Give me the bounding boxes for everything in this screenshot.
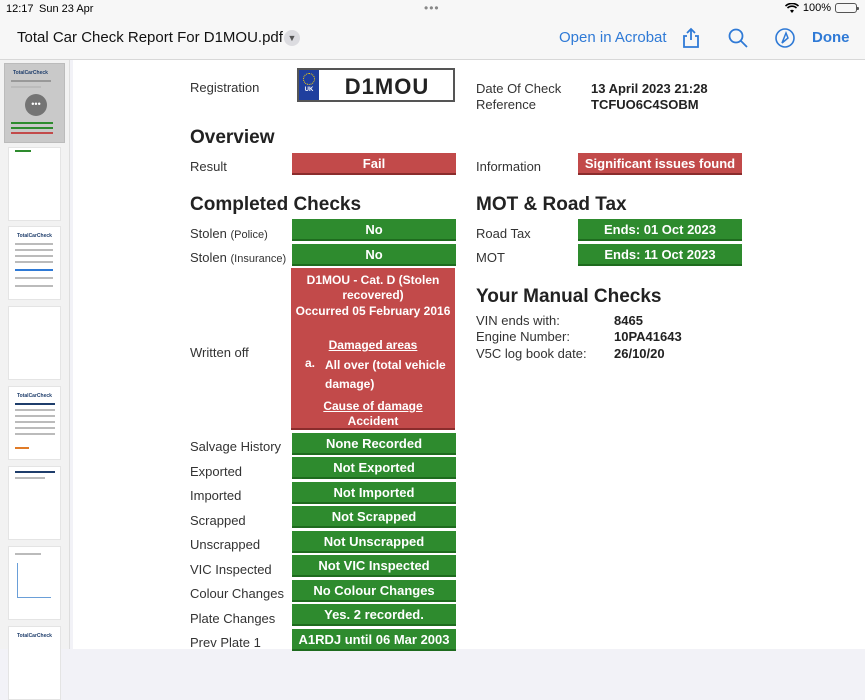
thumbnail-logo: TotalCarCheck	[17, 633, 52, 639]
check-label: Unscrapped	[190, 537, 261, 552]
stolen-insurance-badge: No	[292, 244, 456, 266]
information-badge: Significant issues found	[578, 153, 742, 175]
check-label: VIC Inspected	[190, 562, 272, 577]
check-label: Prev Plate 1	[190, 635, 261, 650]
eu-flag-icon: UK	[299, 70, 319, 100]
status-right: 100%	[784, 2, 859, 14]
result-label: Result	[190, 159, 227, 174]
check-badge: Not Scrapped	[292, 506, 456, 528]
plate-registration: D1MOU	[344, 74, 430, 99]
share-icon[interactable]	[680, 27, 702, 49]
result-badge: Fail	[292, 153, 456, 175]
check-badge: No Colour Changes	[292, 580, 456, 602]
stolen-police-badge: No	[292, 219, 456, 241]
written-off-panel: D1MOU - Cat. D (Stolen recovered) Occurr…	[291, 268, 455, 430]
page-thumbnail-8[interactable]: TotalCarCheck	[8, 626, 61, 700]
damaged-area-marker: a.	[305, 356, 316, 370]
written-off-label: Written off	[190, 345, 249, 360]
thumbnail-logo: TotalCarCheck	[17, 393, 52, 399]
page-thumbnail-6[interactable]	[8, 466, 61, 540]
damaged-area-item: All over (total vehicle damage)	[325, 358, 446, 391]
information-label: Information	[476, 159, 542, 174]
vin-value: 8465	[614, 313, 643, 328]
multitasking-dots[interactable]: •••	[424, 1, 440, 15]
page-thumbnail-4[interactable]	[8, 306, 61, 380]
page-thumbnail-1[interactable]: TotalCarCheck •••	[4, 63, 65, 143]
status-bar: 12:17 Sun 23 Apr ••• 100%	[0, 0, 865, 18]
write-off-category: D1MOU - Cat. D (Stolen recovered)	[306, 273, 440, 302]
document-title[interactable]: Total Car Check Report For D1MOU.pdf	[17, 29, 283, 46]
check-badge: Not Exported	[292, 457, 456, 479]
manual-checks-heading: Your Manual Checks	[476, 286, 662, 307]
completed-checks-heading: Completed Checks	[190, 194, 362, 215]
open-in-acrobat-button[interactable]: Open in Acrobat	[559, 29, 667, 46]
date-of-check-value: 13 April 2023 21:28	[591, 81, 708, 96]
damaged-areas-title: Damaged areas	[328, 338, 418, 352]
check-badge: Not Imported	[292, 482, 456, 504]
check-badge: None Recorded	[292, 433, 456, 455]
battery-percent: 100%	[802, 2, 831, 14]
check-badge: A1RDJ until 06 Mar 2003	[292, 629, 456, 651]
date-of-check-label: Date Of Check	[476, 81, 562, 96]
engine-number-value: 10PA41643	[614, 329, 682, 344]
v5c-date-value: 26/10/20	[614, 346, 665, 361]
check-badge: Yes. 2 recorded.	[292, 604, 456, 626]
check-badge: Not Unscrapped	[292, 531, 456, 553]
navigation-bar: Total Car Check Report For D1MOU.pdf ▼ O…	[0, 18, 865, 60]
page-thumbnail-3[interactable]: TotalCarCheck	[8, 226, 61, 300]
check-badge: Not VIC Inspected	[292, 555, 456, 577]
page-thumbnail-5[interactable]: TotalCarCheck	[8, 386, 61, 460]
page-thumbnail-2[interactable]	[8, 147, 61, 221]
search-icon[interactable]	[727, 27, 749, 49]
stolen-insurance-label: Stolen (Insurance)	[190, 250, 287, 265]
status-date: Sun 23 Apr	[39, 3, 94, 15]
wifi-icon	[784, 2, 799, 13]
chevron-down-icon[interactable]: ▼	[284, 30, 300, 46]
check-label: Scrapped	[190, 513, 246, 528]
registration-label: Registration	[190, 80, 260, 95]
done-button[interactable]: Done	[812, 29, 850, 46]
thumbnail-logo: TotalCarCheck	[17, 233, 52, 239]
page-thumbnail-7[interactable]	[8, 546, 61, 620]
check-label: Salvage History	[190, 439, 282, 454]
reference-value: TCFUO6C4SOBM	[591, 97, 699, 112]
battery-icon	[835, 3, 859, 13]
check-label: Imported	[190, 488, 242, 503]
page-thumbnails-sidebar[interactable]: TotalCarCheck ••• TotalCarCheck TotalCar…	[0, 60, 70, 700]
mot-badge: Ends: 11 Oct 2023	[578, 244, 742, 266]
write-off-date: Occurred 05 February 2016	[295, 304, 451, 318]
v5c-date-label: V5C log book date:	[476, 346, 587, 361]
reference-label: Reference	[476, 97, 536, 112]
overview-heading: Overview	[190, 127, 275, 148]
mot-road-tax-heading: MOT & Road Tax	[476, 194, 627, 215]
check-label: Colour Changes	[190, 586, 284, 601]
cause-of-damage-title: Cause of damage	[323, 399, 423, 413]
stolen-police-label: Stolen (Police)	[190, 226, 268, 241]
number-plate: UK D1MOU	[297, 68, 455, 102]
road-tax-badge: Ends: 01 Oct 2023	[578, 219, 742, 241]
engine-number-label: Engine Number:	[476, 329, 570, 344]
cause-of-damage-value: Accident	[347, 414, 399, 428]
mot-label: MOT	[476, 250, 505, 265]
check-label: Plate Changes	[190, 611, 276, 626]
road-tax-label: Road Tax	[476, 226, 531, 241]
check-label: Exported	[190, 464, 243, 479]
status-time: 12:17	[6, 3, 34, 15]
more-options-icon[interactable]: •••	[25, 94, 47, 116]
thumbnail-logo: TotalCarCheck	[13, 70, 48, 76]
vin-label: VIN ends with:	[476, 313, 560, 328]
markup-icon[interactable]	[774, 27, 796, 49]
pdf-page[interactable]: Registration UK D1MOU Date Of Check 13 A…	[73, 60, 865, 651]
